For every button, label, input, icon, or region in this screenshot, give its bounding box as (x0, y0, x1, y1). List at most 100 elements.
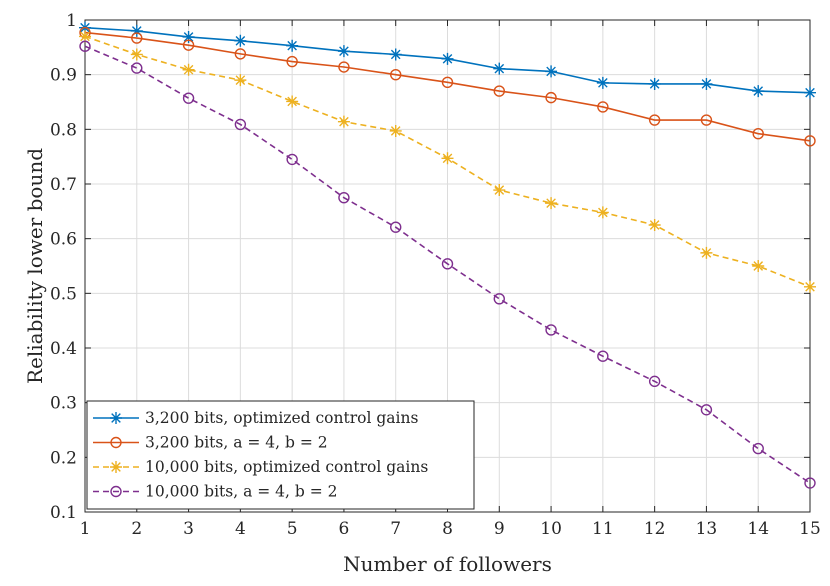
legend-label: 3,200 bits, optimized control gains (145, 409, 418, 427)
x-tick-label: 7 (390, 519, 401, 539)
series-lines (79, 21, 816, 489)
data-point (545, 324, 557, 336)
legend-entry: 10,000 bits, a = 4, b = 2 (93, 483, 338, 501)
data-point (182, 63, 195, 76)
data-point (752, 85, 765, 98)
data-point (597, 101, 609, 113)
data-point (390, 221, 402, 233)
x-tick-label: 8 (442, 519, 453, 539)
data-point (286, 55, 298, 68)
legend-label: 3,200 bits, a = 4, b = 2 (145, 434, 328, 452)
data-point (234, 74, 247, 87)
x-tick-label: 1 (80, 519, 91, 539)
x-tick-label: 4 (235, 519, 246, 539)
data-point (648, 375, 661, 388)
data-point (286, 153, 298, 166)
y-tick-label: 0.5 (50, 284, 77, 304)
data-point (493, 85, 505, 97)
data-point (234, 34, 247, 47)
x-tick-label: 9 (494, 519, 505, 539)
legend-swatch-marker (110, 412, 122, 424)
x-tick-label: 15 (799, 519, 821, 539)
data-point (804, 477, 816, 489)
data-point (337, 45, 350, 58)
data-point (130, 48, 143, 61)
data-point (337, 115, 350, 128)
legend-entry: 3,200 bits, a = 4, b = 2 (93, 434, 328, 452)
data-point (389, 48, 402, 61)
x-tick-label: 11 (592, 519, 614, 539)
legend-label: 10,000 bits, a = 4, b = 2 (145, 483, 338, 501)
data-point (493, 62, 506, 75)
data-point (648, 219, 661, 231)
y-tick-label: 0.2 (50, 448, 77, 468)
y-tick-label: 0.7 (50, 175, 77, 195)
legend-label: 10,000 bits, optimized control gains (145, 458, 428, 476)
data-point (286, 39, 299, 52)
data-point (79, 30, 91, 43)
data-point (286, 95, 299, 108)
data-point (545, 197, 558, 210)
y-tick-label: 0.9 (50, 66, 77, 86)
x-tick-label: 2 (131, 519, 142, 539)
data-point (338, 191, 350, 204)
y-tick-label: 0.3 (50, 394, 77, 414)
x-axis-label: Number of followers (343, 552, 552, 576)
y-axis-label: Reliability lower bound (23, 148, 47, 384)
x-tick-label: 12 (644, 519, 666, 539)
data-point (234, 48, 247, 60)
data-point (182, 39, 195, 51)
data-point (441, 52, 454, 65)
data-point (700, 246, 713, 259)
x-tick-label: 10 (540, 519, 562, 539)
data-point (130, 24, 143, 37)
data-point (597, 350, 609, 362)
legend-entry: 3,200 bits, optimized control gains (93, 409, 418, 427)
data-point (700, 114, 713, 126)
x-tick-label: 6 (339, 519, 350, 539)
data-point (596, 206, 609, 219)
legend-box (86, 400, 475, 510)
axis-ticks: 1 2 3 4 5 6 7 8 9 10 11 12 13 14 150.10.20.30.40.50.60… (50, 11, 821, 539)
data-point (493, 293, 505, 305)
data-point (131, 62, 143, 74)
legend-swatch-marker (110, 485, 122, 498)
data-point (700, 404, 713, 416)
data-point (752, 260, 765, 272)
data-point (545, 91, 557, 104)
data-point (182, 92, 195, 104)
data-point (804, 280, 816, 293)
data-point (131, 32, 143, 44)
series-line (84, 31, 811, 142)
legend-swatch-marker (110, 436, 122, 449)
series-2 (79, 26, 816, 147)
x-tick-label: 3 (183, 519, 194, 539)
x-tick-label: 13 (696, 519, 718, 539)
legend-entry: 10,000 bits, optimized control gains (93, 458, 428, 476)
data-point (234, 118, 247, 131)
data-point (441, 76, 454, 89)
y-tick-label: 1 (66, 11, 77, 31)
series-1 (79, 21, 816, 99)
data-point (700, 77, 713, 90)
y-tick-label: 0.4 (50, 339, 77, 359)
legend: 3,200 bits, optimized control gains 3,200… (86, 400, 475, 510)
x-tick-label: 5 (287, 519, 298, 539)
data-point (648, 114, 661, 126)
data-point (648, 77, 661, 90)
data-point (804, 86, 816, 99)
legend-swatch-marker (110, 461, 122, 473)
data-point (182, 30, 195, 43)
data-point (389, 124, 402, 137)
y-tick-label: 0.6 (50, 230, 77, 250)
data-point (545, 65, 558, 78)
series-line (84, 45, 811, 484)
data-point (390, 68, 402, 81)
data-point (493, 184, 506, 197)
series-4 (79, 40, 816, 489)
data-point (752, 128, 764, 140)
y-tick-label: 0.8 (50, 120, 77, 140)
data-point (804, 135, 816, 147)
series-3 (79, 30, 816, 293)
